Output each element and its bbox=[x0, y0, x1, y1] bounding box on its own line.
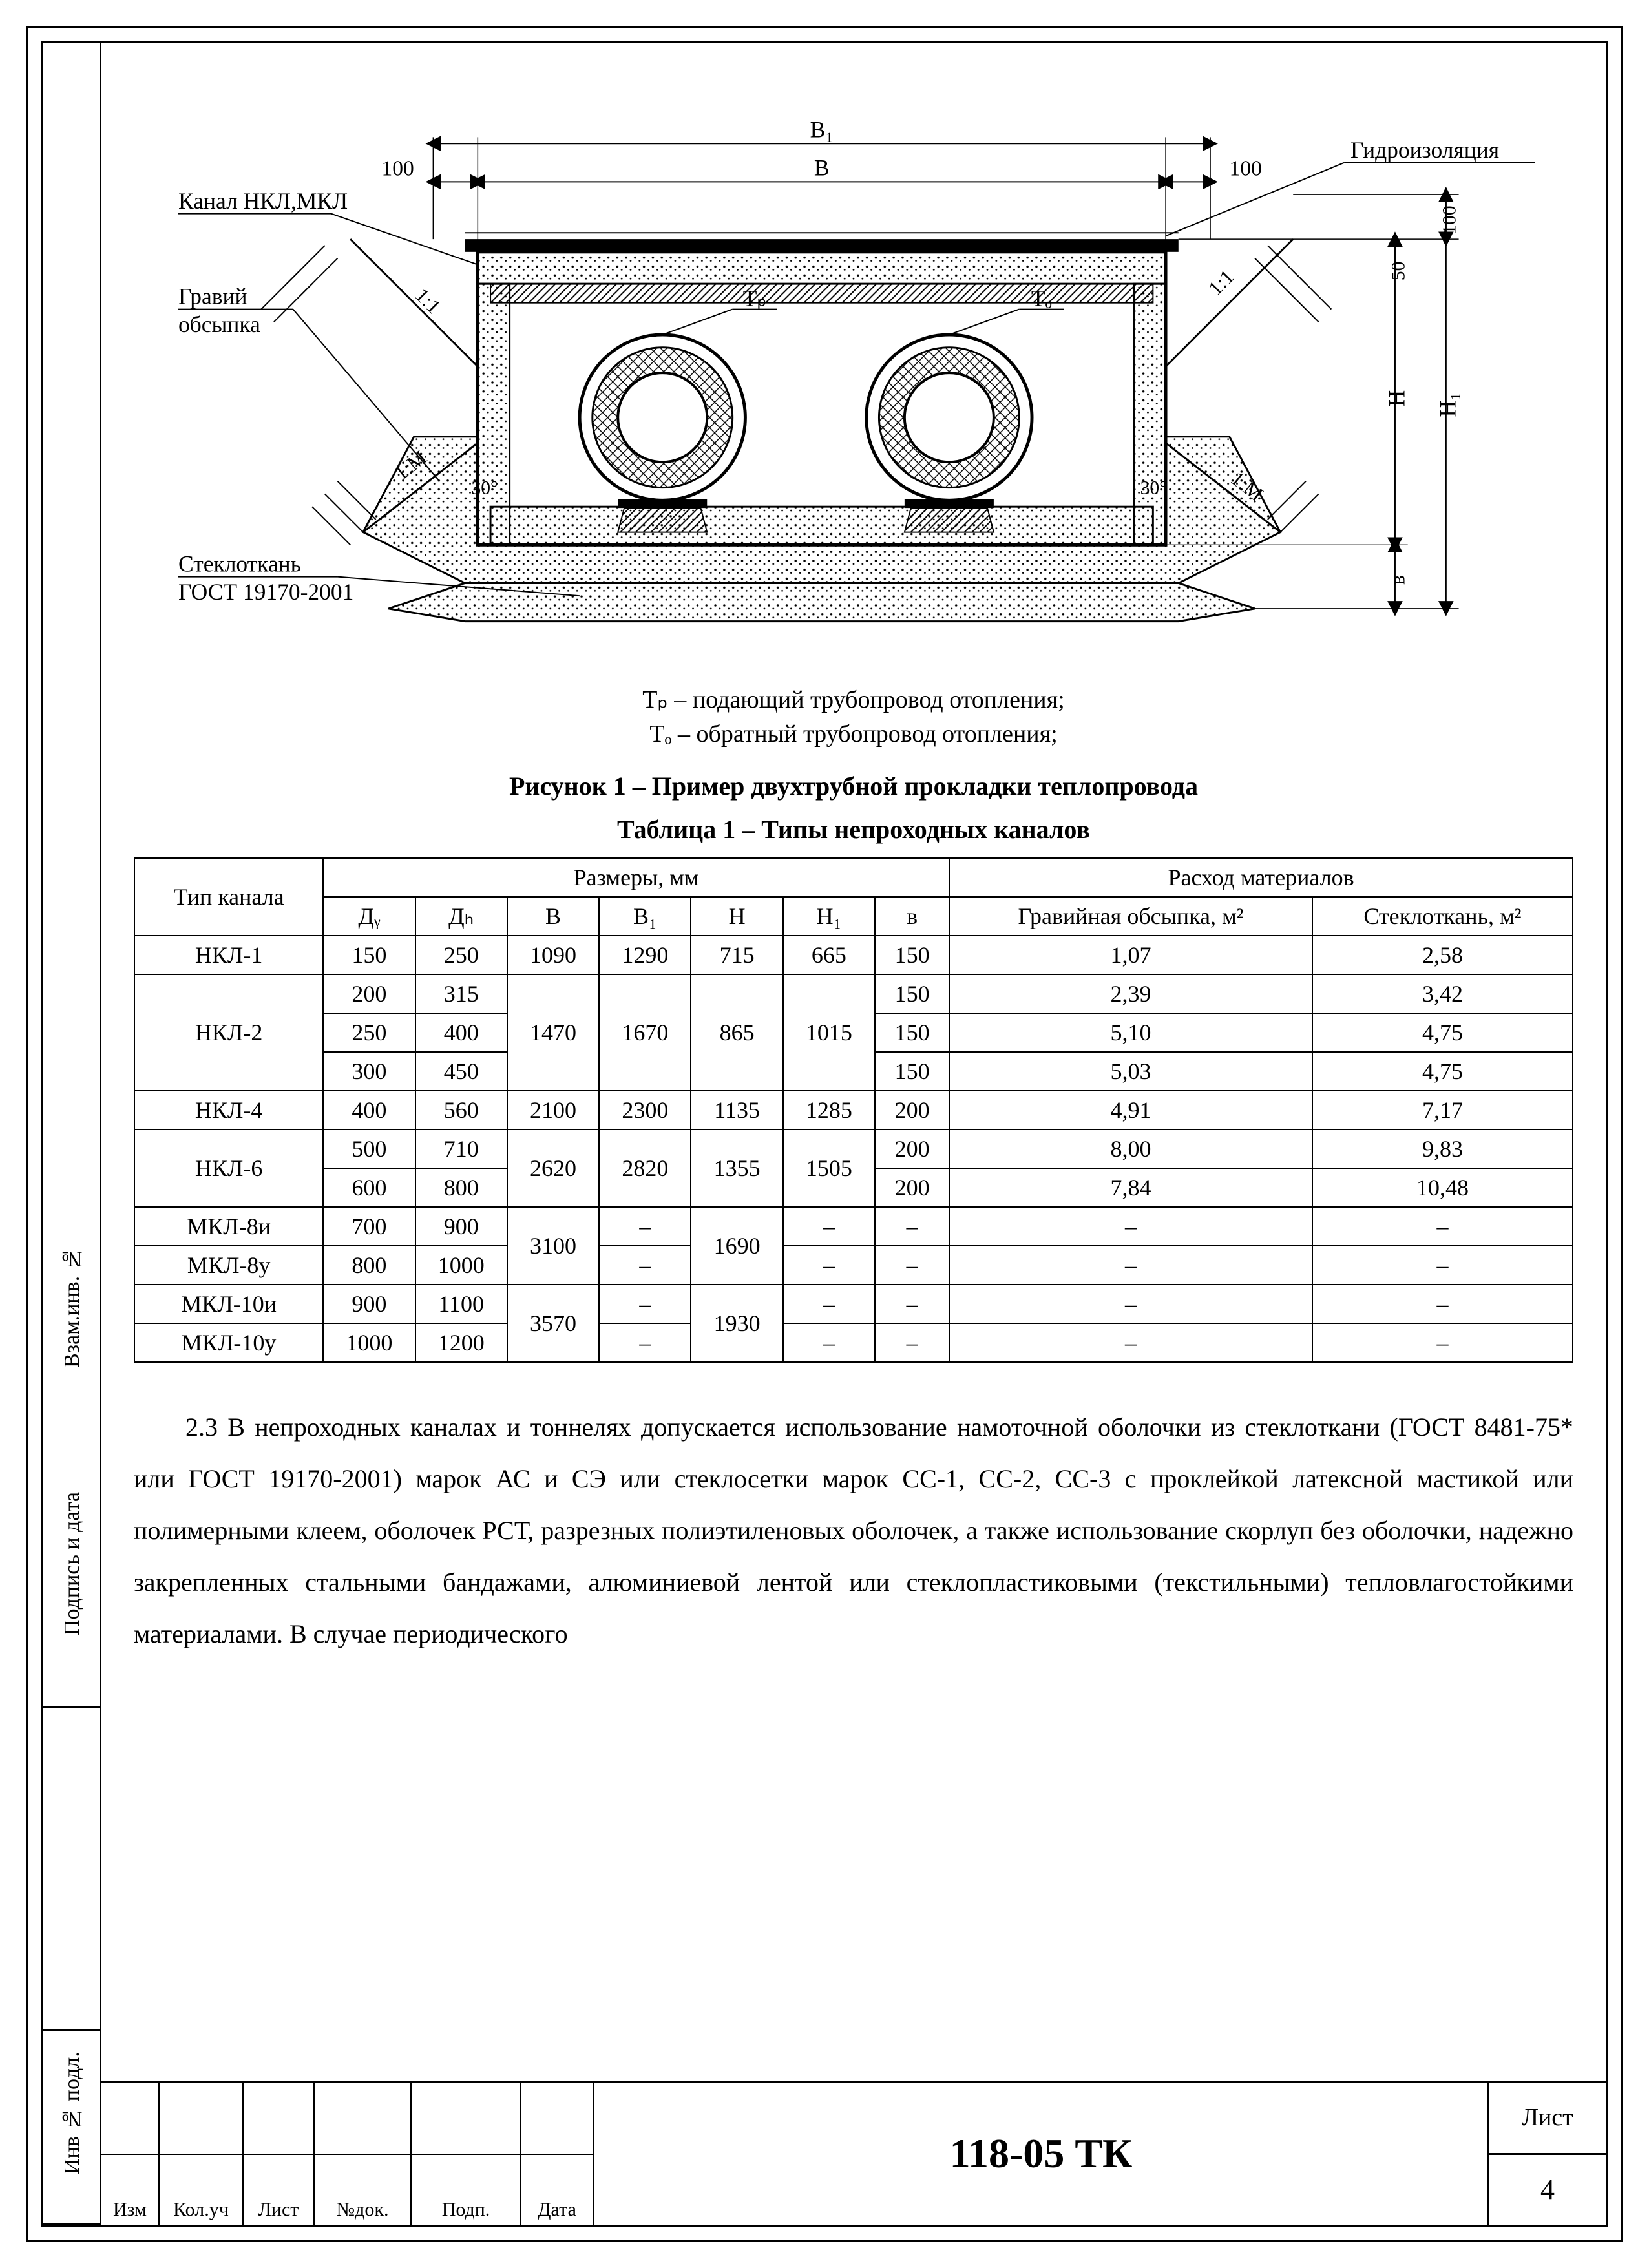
svg-text:В: В bbox=[814, 155, 830, 181]
svg-text:30°: 30° bbox=[471, 478, 498, 498]
svg-text:Тₒ: Тₒ bbox=[1031, 286, 1052, 311]
paragraph-2-3: 2.3 В непроходных каналах и тоннелях доп… bbox=[134, 1402, 1573, 1660]
svg-text:H₁: H₁ bbox=[1435, 392, 1461, 417]
table-row: НКЛ-440056021002300113512852004,917,17 bbox=[134, 1091, 1573, 1129]
diagram-legend: Тₚ – подающий трубопровод отопления; Тₒ … bbox=[134, 683, 1573, 751]
table-row: МКЛ-10у10001200––––– bbox=[134, 1323, 1573, 1362]
svg-text:Стеклоткань: Стеклоткань bbox=[178, 551, 301, 577]
sheet-label: Лист bbox=[1489, 2083, 1606, 2155]
content-frame: В₁ В 100 100 H H₁ 100 bbox=[100, 41, 1608, 2227]
svg-text:1:1: 1:1 bbox=[411, 284, 445, 318]
svg-text:в: в bbox=[1387, 575, 1409, 585]
document-code: 118-05 ТК bbox=[594, 2083, 1489, 2225]
svg-text:ГОСТ 19170-2001: ГОСТ 19170-2001 bbox=[178, 579, 353, 605]
title-block-revisions: Изм Кол.уч Лист №док. Подп. Дата bbox=[101, 2083, 594, 2225]
table-row: МКЛ-8у8001000––––– bbox=[134, 1246, 1573, 1285]
legend-to: Тₒ – обратный трубопровод отопления; bbox=[134, 717, 1573, 751]
side-cell-podpis: Подпись и дата bbox=[43, 1422, 101, 1708]
svg-text:В₁: В₁ bbox=[810, 116, 834, 142]
figure-caption: Рисунок 1 – Пример двухтрубной прокладки… bbox=[134, 771, 1573, 801]
th-v: в bbox=[875, 897, 949, 936]
tb-col-podp: Подп. bbox=[412, 2154, 521, 2225]
legend-tp: Тₚ – подающий трубопровод отопления; bbox=[134, 683, 1573, 717]
side-cell-inv: Инв № подл. bbox=[43, 2003, 101, 2225]
tb-col-data: Дата bbox=[521, 2154, 593, 2225]
tb-col-izm: Изм bbox=[101, 2154, 160, 2225]
table-row: МКЛ-10и90011003570–1930–––– bbox=[134, 1285, 1573, 1323]
th-b: В bbox=[507, 897, 599, 936]
tb-col-koluch: Кол.уч bbox=[160, 2154, 244, 2225]
table-row: НКЛ-1150250109012907156651501,072,58 bbox=[134, 936, 1573, 974]
cross-section-diagram: В₁ В 100 100 H H₁ 100 bbox=[134, 82, 1573, 677]
th-fiber: Стекло­ткань, м² bbox=[1312, 897, 1573, 936]
th-dy: Дᵧ bbox=[323, 897, 415, 936]
table-row: МКЛ-8и7009003100–1690–––– bbox=[134, 1207, 1573, 1246]
table-caption: Таблица 1 – Типы непроходных каналов bbox=[134, 814, 1573, 845]
th-dn: Дₕ bbox=[415, 897, 507, 936]
svg-text:Канал НКЛ,МКЛ: Канал НКЛ,МКЛ bbox=[178, 188, 348, 214]
th-b1: В₁ bbox=[599, 897, 691, 936]
table-row: НКЛ-650071026202820135515052008,009,83 bbox=[134, 1129, 1573, 1168]
th-h: H bbox=[691, 897, 782, 936]
svg-text:50: 50 bbox=[1389, 262, 1409, 281]
svg-text:100: 100 bbox=[1230, 157, 1262, 181]
svg-text:30°: 30° bbox=[1140, 478, 1167, 498]
channel-types-table: Тип ка­нала Размеры, мм Расход материало… bbox=[134, 857, 1573, 1363]
page-frame: Взам.инв. № Подпись и дата Инв № подл. bbox=[26, 26, 1623, 2242]
tb-col-ndok: №док. bbox=[315, 2154, 412, 2225]
svg-text:1:1: 1:1 bbox=[1204, 266, 1238, 300]
side-cell-vzam: Взам.инв. № bbox=[43, 1165, 101, 1449]
th-type: Тип ка­нала bbox=[134, 858, 323, 936]
title-block: Изм Кол.уч Лист №док. Подп. Дата 118-05 … bbox=[101, 2081, 1606, 2225]
th-mat: Расход материалов bbox=[949, 858, 1573, 897]
th-gravel: Гравийная обсыпка, м² bbox=[949, 897, 1312, 936]
sheet-number: 4 bbox=[1489, 2155, 1606, 2225]
svg-text:100: 100 bbox=[1440, 205, 1460, 234]
svg-text:Гидроизоляция: Гидроизоляция bbox=[1350, 137, 1499, 163]
side-stamp: Взам.инв. № Подпись и дата Инв № подл. bbox=[41, 41, 100, 2227]
table-row: НКЛ-22003151470167086510151502,393,42 bbox=[134, 974, 1573, 1013]
title-block-sheet: Лист 4 bbox=[1489, 2083, 1606, 2225]
side-cell-divider bbox=[43, 1680, 101, 2031]
svg-text:Гравий: Гравий bbox=[178, 284, 247, 310]
svg-text:обсыпка: обсыпка bbox=[178, 311, 260, 337]
svg-text:Тₚ: Тₚ bbox=[743, 286, 767, 311]
th-dims: Размеры, мм bbox=[323, 858, 949, 897]
svg-text:H: H bbox=[1384, 390, 1410, 407]
tb-col-list: Лист bbox=[244, 2154, 315, 2225]
th-h1: H₁ bbox=[783, 897, 875, 936]
svg-text:100: 100 bbox=[382, 157, 414, 181]
